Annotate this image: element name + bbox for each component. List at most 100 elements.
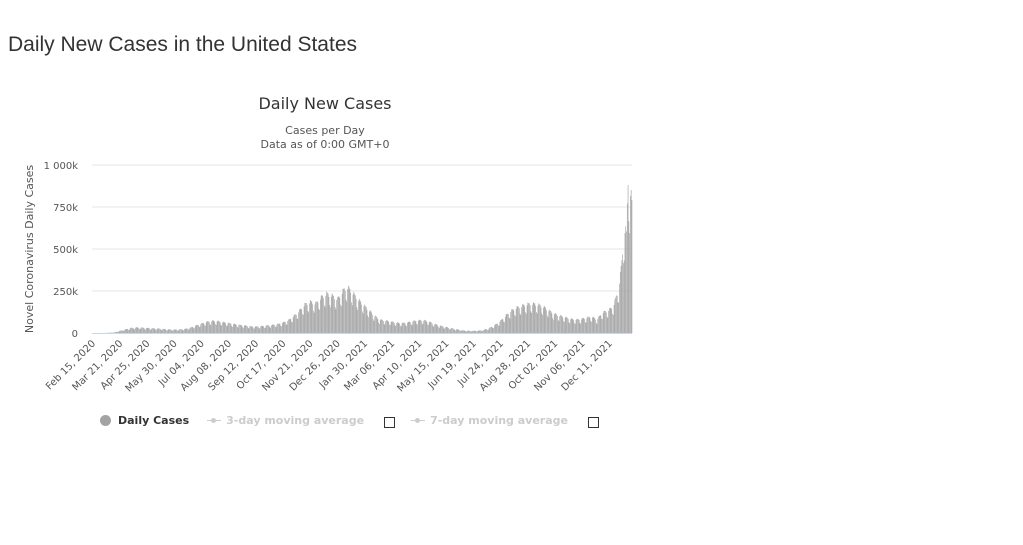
daily-case-bar bbox=[306, 303, 307, 333]
daily-case-bar bbox=[447, 327, 448, 333]
daily-case-bar bbox=[157, 329, 158, 333]
daily-case-bar bbox=[592, 318, 593, 333]
daily-case-bar bbox=[579, 320, 580, 333]
daily-case-bar bbox=[468, 331, 469, 333]
daily-case-bar bbox=[169, 329, 170, 333]
daily-case-bar bbox=[409, 322, 410, 333]
daily-case-bar bbox=[117, 332, 118, 333]
daily-case-bar bbox=[353, 292, 354, 333]
daily-case-bar bbox=[402, 322, 403, 333]
daily-case-bar bbox=[363, 314, 364, 333]
daily-case-bar bbox=[591, 322, 592, 333]
daily-case-bar bbox=[576, 320, 577, 333]
daily-case-bar bbox=[406, 325, 407, 333]
daily-case-bar bbox=[451, 328, 452, 333]
daily-case-bar bbox=[473, 331, 474, 333]
daily-case-bar bbox=[195, 326, 196, 333]
daily-case-bar bbox=[461, 331, 462, 333]
daily-case-bar bbox=[326, 292, 327, 333]
daily-case-bar bbox=[138, 328, 139, 333]
daily-case-bar bbox=[147, 328, 148, 333]
daily-case-bar bbox=[123, 331, 124, 333]
daily-case-bar bbox=[183, 330, 184, 333]
daily-case-bar bbox=[469, 331, 470, 333]
checkbox-3-day-average[interactable] bbox=[384, 417, 395, 428]
daily-case-bar bbox=[198, 325, 199, 333]
daily-case-bar bbox=[600, 315, 601, 333]
daily-case-bar bbox=[286, 324, 287, 333]
daily-case-bar bbox=[534, 303, 535, 333]
daily-case-bar bbox=[453, 329, 454, 333]
daily-case-bar bbox=[403, 323, 404, 333]
daily-case-bar bbox=[446, 327, 447, 333]
daily-case-bar bbox=[156, 330, 157, 333]
daily-case-bar bbox=[452, 328, 453, 333]
daily-case-bar bbox=[559, 316, 560, 333]
daily-case-bar bbox=[383, 321, 384, 333]
checkbox-7-day-average[interactable] bbox=[588, 417, 599, 428]
daily-case-bar bbox=[252, 326, 253, 333]
daily-case-bar bbox=[568, 319, 569, 333]
daily-case-bar bbox=[569, 323, 570, 333]
daily-case-bar bbox=[120, 331, 121, 333]
daily-case-bar bbox=[505, 317, 506, 333]
daily-case-bar bbox=[368, 317, 369, 333]
daily-case-bar bbox=[487, 330, 488, 333]
daily-case-bar bbox=[247, 326, 248, 333]
daily-case-bar bbox=[162, 329, 163, 333]
daily-case-bar bbox=[514, 310, 515, 333]
daily-case-bar bbox=[533, 302, 534, 333]
daily-case-bar bbox=[605, 311, 606, 333]
daily-case-bar bbox=[317, 301, 318, 333]
daily-case-bar bbox=[333, 296, 334, 333]
daily-case-bar bbox=[629, 233, 630, 333]
legend-item-7-day-average[interactable]: 7-day moving average bbox=[411, 414, 568, 427]
chart-subtitle-line-1: Cases per Day bbox=[285, 124, 365, 137]
daily-case-bar bbox=[604, 311, 605, 333]
daily-case-bar bbox=[274, 325, 275, 333]
daily-case-bar bbox=[315, 302, 316, 333]
daily-case-bar bbox=[143, 328, 144, 333]
daily-case-bar bbox=[559, 321, 560, 333]
daily-case-bar bbox=[619, 284, 620, 333]
daily-case-bar bbox=[456, 329, 457, 333]
daily-case-bar bbox=[454, 329, 455, 333]
daily-case-bar bbox=[430, 321, 431, 333]
daily-case-bar bbox=[496, 324, 497, 333]
daily-case-bar bbox=[237, 327, 238, 333]
daily-case-bar bbox=[215, 324, 216, 333]
daily-case-bar bbox=[130, 328, 131, 333]
daily-case-bar bbox=[244, 326, 245, 333]
daily-case-bar bbox=[518, 307, 519, 333]
daily-case-bar bbox=[184, 329, 185, 333]
legend-label-daily-cases: Daily Cases bbox=[118, 414, 189, 427]
daily-case-bar bbox=[180, 329, 181, 333]
daily-case-bar bbox=[176, 330, 177, 333]
daily-case-bar bbox=[222, 323, 223, 333]
daily-case-bar bbox=[298, 312, 299, 333]
daily-case-bar bbox=[151, 330, 152, 333]
legend-item-daily-cases[interactable]: Daily Cases bbox=[100, 414, 189, 427]
daily-case-bar bbox=[300, 309, 301, 333]
daily-case-bar bbox=[206, 322, 207, 333]
daily-case-bar bbox=[601, 319, 602, 333]
daily-case-bar bbox=[301, 309, 302, 333]
daily-case-bar bbox=[313, 311, 314, 333]
daily-case-bar bbox=[350, 289, 351, 333]
daily-case-bar bbox=[352, 305, 353, 333]
daily-case-bar bbox=[266, 325, 267, 333]
daily-case-bar bbox=[329, 297, 330, 333]
daily-case-bar bbox=[242, 327, 243, 333]
daily-case-bar bbox=[501, 320, 502, 333]
daily-case-bar bbox=[196, 325, 197, 333]
legend-item-3-day-average[interactable]: 3-day moving average bbox=[207, 414, 364, 427]
daily-case-bar bbox=[168, 330, 169, 333]
daily-case-bar bbox=[595, 320, 596, 333]
daily-case-bar bbox=[476, 331, 477, 333]
daily-case-bar bbox=[445, 327, 446, 333]
daily-case-bar bbox=[202, 323, 203, 333]
daily-case-bar bbox=[598, 317, 599, 333]
daily-case-bar bbox=[431, 323, 432, 333]
daily-case-bar bbox=[217, 322, 218, 333]
daily-case-bar bbox=[433, 327, 434, 333]
